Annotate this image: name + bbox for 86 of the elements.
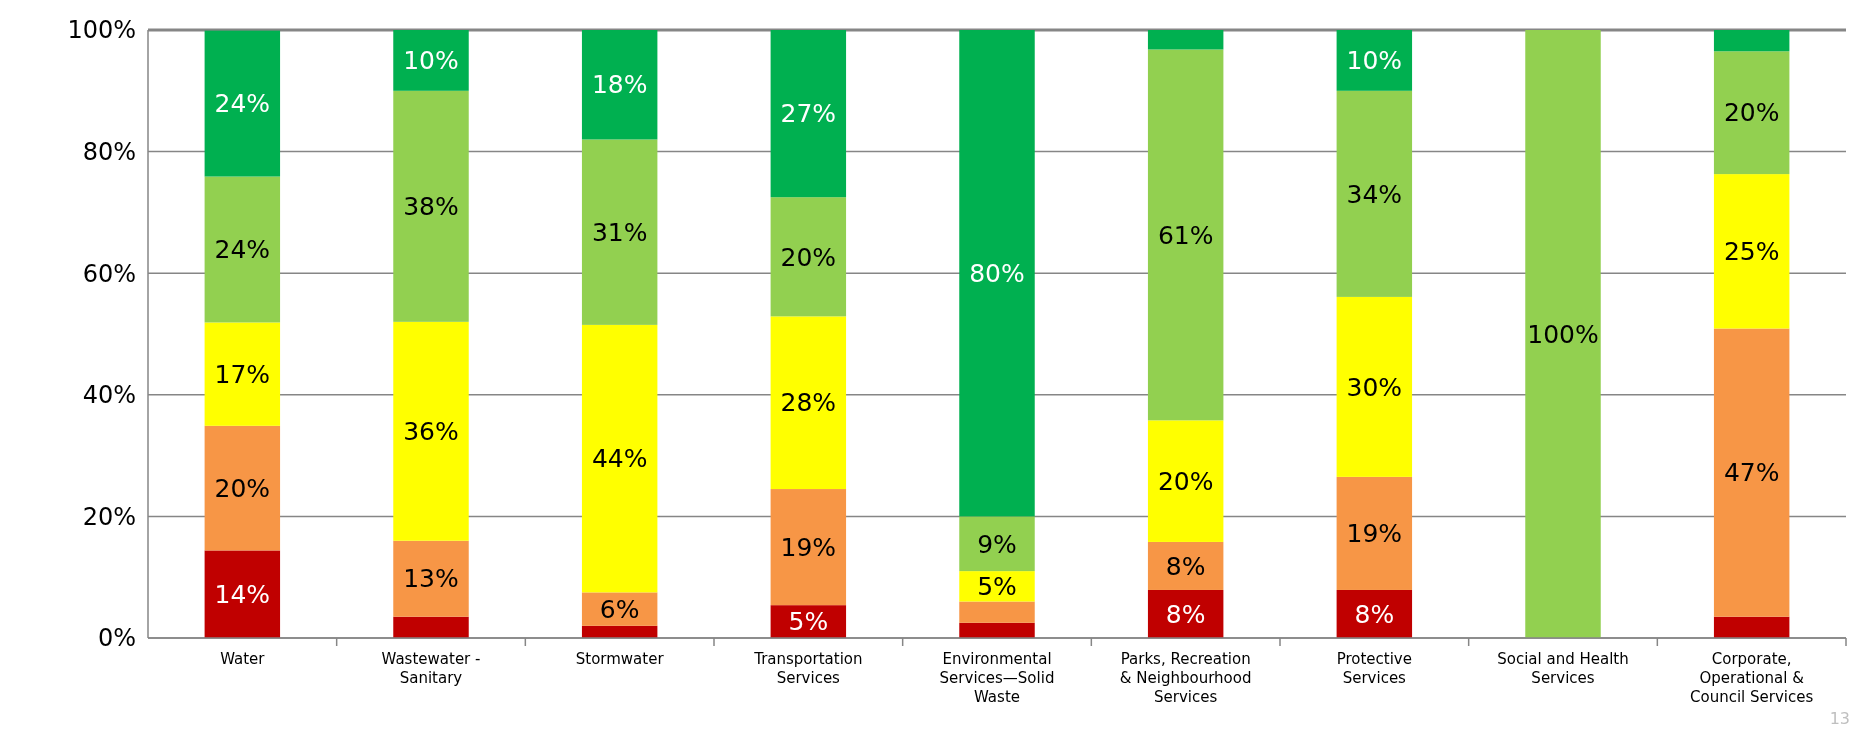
x-tick-label: Protective Services: [1336, 650, 1412, 687]
bar: [1713, 30, 1790, 52]
data-label: 36%: [403, 417, 459, 447]
bar: [393, 90, 469, 322]
bar: [959, 516, 1035, 572]
bar: [204, 30, 281, 177]
bar: [1336, 30, 1413, 91]
data-label: 24%: [214, 89, 271, 119]
y-tick-label: 60%: [82, 259, 136, 288]
data-label: 5%: [977, 572, 1017, 602]
x-tick-label: Transportation Services: [753, 650, 863, 687]
bar: [581, 30, 658, 140]
bar: [770, 316, 847, 490]
data-label: 31%: [591, 217, 648, 247]
data-label: 24%: [214, 235, 271, 265]
data-label: 47%: [1723, 458, 1780, 488]
y-tick-label: 100%: [67, 16, 136, 45]
data-label: 19%: [1346, 519, 1403, 549]
y-tick-label: 40%: [82, 381, 136, 410]
data-label: 80%: [969, 258, 1025, 288]
data-label: 34%: [1346, 179, 1403, 209]
bar: [204, 322, 281, 426]
bar: [204, 425, 281, 551]
bar: [959, 622, 1035, 638]
data-label: 44%: [591, 444, 648, 474]
data-label: 25%: [1723, 237, 1780, 267]
data-label: 9%: [977, 529, 1017, 559]
data-label: 100%: [1527, 319, 1599, 349]
bar: [581, 625, 658, 638]
data-label: 27%: [780, 99, 837, 129]
bar: [770, 197, 847, 317]
y-tick-label: 0%: [97, 624, 136, 653]
data-label: 38%: [403, 192, 459, 222]
x-tick-label: Wastewater - Sanitary: [381, 650, 481, 687]
data-label: 8%: [1165, 551, 1206, 581]
bar: [393, 616, 469, 638]
data-label: 8%: [1165, 599, 1206, 629]
data-label: 10%: [403, 46, 459, 76]
data-label: 61%: [1157, 220, 1214, 250]
data-label: 20%: [1157, 466, 1214, 496]
bar: [1336, 90, 1413, 297]
bar: [1713, 174, 1790, 329]
data-label: 30%: [1346, 372, 1403, 402]
data-label: 14%: [214, 579, 271, 609]
data-label: 5%: [788, 607, 829, 637]
data-label: 28%: [780, 388, 837, 418]
bar: [204, 550, 281, 638]
data-label: 13%: [403, 564, 459, 594]
bar: [393, 540, 469, 617]
bar: [1147, 49, 1224, 421]
data-label: 6%: [599, 594, 640, 624]
bar: [770, 489, 847, 606]
bar: [1336, 296, 1413, 477]
bar: [1147, 541, 1224, 590]
data-label: 18%: [591, 70, 648, 100]
y-tick-label: 80%: [82, 138, 136, 166]
x-tick-label: Social and Health Services: [1497, 650, 1629, 687]
data-label: 20%: [780, 242, 837, 272]
data-label: 20%: [214, 473, 271, 503]
bar: [581, 139, 658, 325]
x-tick-label: Parks, Recreation & Neighbourhood Services: [1119, 650, 1252, 706]
bar: [1713, 616, 1790, 638]
data-label: 10%: [1346, 46, 1403, 76]
bar: [1336, 476, 1413, 590]
bar: [1147, 420, 1224, 542]
bar: [581, 324, 658, 593]
bar: [1713, 51, 1790, 175]
data-label: 19%: [780, 532, 837, 562]
data-label: 8%: [1354, 599, 1395, 629]
bar: [1525, 30, 1601, 638]
bar: [1713, 328, 1790, 617]
bar: [770, 30, 847, 198]
bar: [393, 30, 469, 91]
text: 13: [1829, 709, 1850, 728]
data-label: 17%: [214, 359, 271, 389]
x-tick-label: Stormwater: [575, 650, 665, 668]
data-label: 20%: [1723, 98, 1780, 128]
bar: [959, 30, 1035, 517]
bar: [959, 601, 1035, 623]
x-tick-label: Water: [220, 650, 266, 668]
bar: [393, 321, 469, 541]
bar: [1147, 30, 1224, 50]
bar: [204, 176, 281, 323]
y-tick-label: 20%: [82, 502, 136, 531]
x-tick-label: Environmental Services—Solid Waste: [939, 650, 1055, 706]
x-tick-label: Corporate, Operational & Council Services: [1690, 650, 1814, 706]
